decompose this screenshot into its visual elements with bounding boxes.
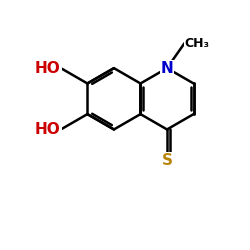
Text: HO: HO (35, 61, 61, 76)
Text: S: S (162, 152, 172, 168)
Text: N: N (161, 61, 173, 76)
Text: CH₃: CH₃ (184, 36, 210, 50)
Text: HO: HO (35, 122, 61, 137)
